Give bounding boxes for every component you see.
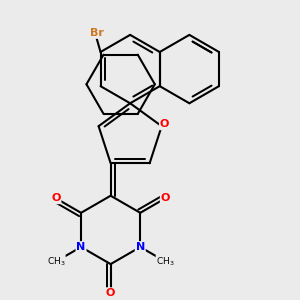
Text: N: N [136, 242, 145, 252]
Text: O: O [106, 288, 115, 298]
Text: O: O [160, 119, 169, 129]
Text: CH$_3$: CH$_3$ [46, 255, 65, 268]
Text: O: O [51, 193, 61, 203]
Text: O: O [161, 193, 170, 203]
Text: CH$_3$: CH$_3$ [156, 255, 175, 268]
Text: N: N [76, 242, 86, 252]
Text: Br: Br [90, 28, 104, 38]
